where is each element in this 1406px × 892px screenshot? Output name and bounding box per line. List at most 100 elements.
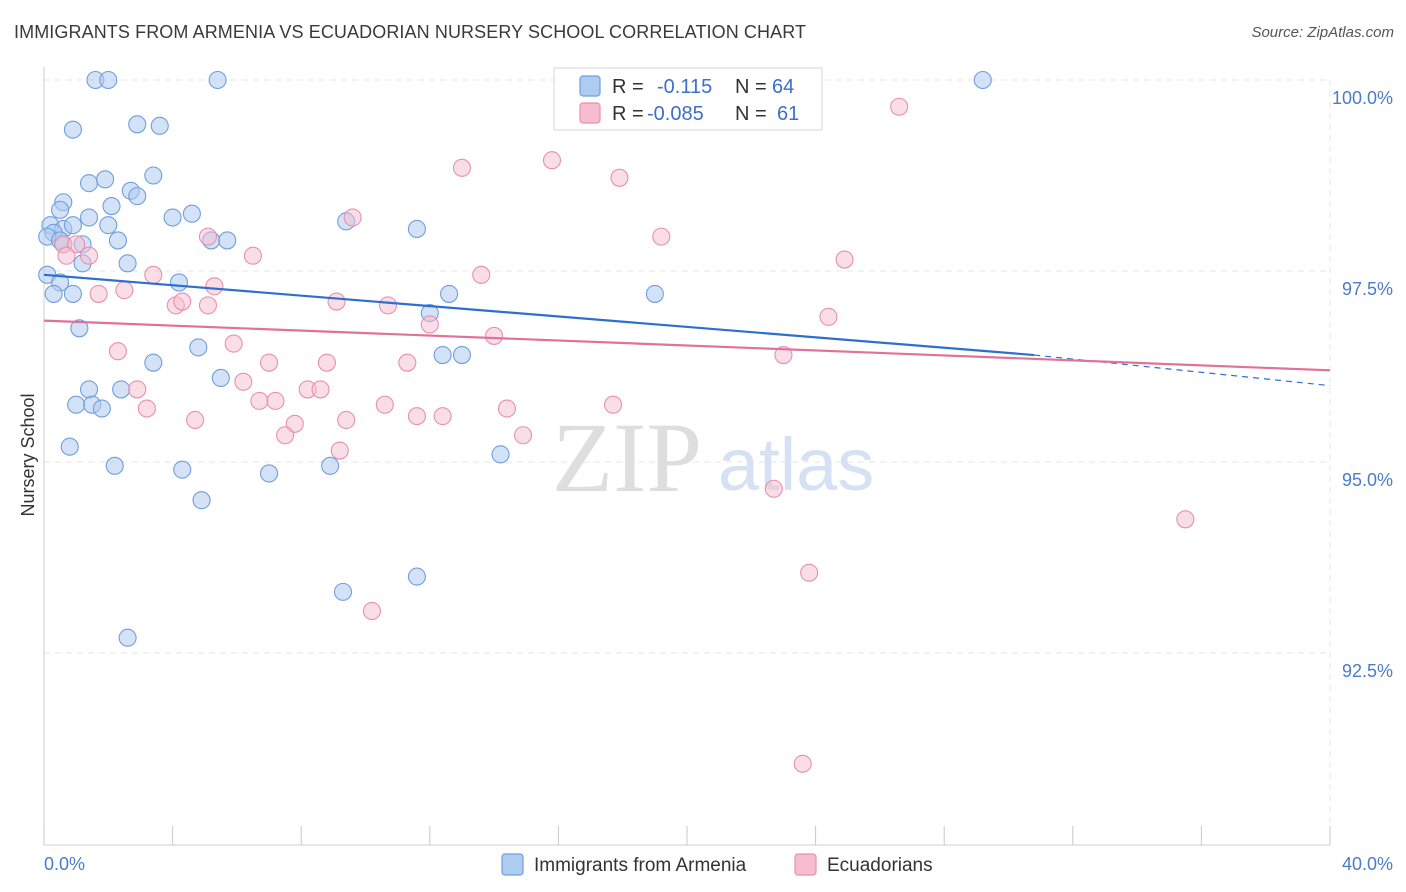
- armenia-point-54: [491, 445, 510, 464]
- armenia-point-5: [128, 115, 147, 134]
- ecuadorians-point-24: [198, 296, 218, 315]
- armenia-point-17: [182, 204, 201, 223]
- ecuadorians-point-27: [485, 326, 504, 345]
- y-tick-label-3: 100.0%: [1332, 88, 1393, 108]
- ecuadorians-point-42: [604, 395, 623, 414]
- armenia-point-39: [440, 284, 459, 303]
- ecuadorians-point-30: [774, 345, 793, 365]
- ecuadorians-point-4: [452, 158, 472, 177]
- ecuadorians-point-53: [1176, 510, 1195, 529]
- armenia-point-49: [112, 380, 131, 399]
- ecuadorians-point-38: [250, 391, 269, 410]
- ecuadorians-point-39: [266, 391, 285, 410]
- ecuadorians-point-51: [330, 441, 349, 460]
- ecuadorians-point-5: [610, 168, 629, 187]
- armenia-point-4: [63, 120, 82, 139]
- armenia-point-14: [102, 197, 121, 216]
- armenia-point-58: [321, 456, 340, 475]
- ecuadorians-point-47: [186, 410, 205, 430]
- ecuadorians-point-19: [89, 284, 108, 303]
- armenia-point-60: [407, 567, 426, 586]
- watermark-atlas: atlas: [718, 423, 874, 506]
- ecuadorians-point-18: [205, 277, 224, 296]
- ecuadorians-point-32: [317, 353, 336, 372]
- axes: [43, 67, 1331, 846]
- armenia-point-19: [407, 219, 426, 239]
- armenia-point-33: [118, 254, 137, 273]
- ecuadorians-point-40: [375, 395, 394, 414]
- ecuadorians-point-43: [137, 399, 156, 418]
- legend-armenia-n-label: N =: [735, 76, 767, 98]
- legend-armenia-n-value: 64: [772, 76, 794, 98]
- legend-armenia-r-value: -0.115: [657, 76, 712, 98]
- ecuadorians-point-46: [337, 410, 356, 430]
- ecuadorians-point-3: [542, 151, 562, 170]
- armenia-point-48: [79, 380, 99, 399]
- chart-title: IMMIGRANTS FROM ARMENIA VS ECUADORIAN NU…: [14, 22, 807, 42]
- legend-swatch-armenia: [579, 75, 601, 97]
- source-label: Source: ZipAtlas.com: [1251, 24, 1394, 41]
- armenia-point-28: [108, 231, 127, 250]
- ecuadorians-point-41: [497, 399, 517, 418]
- ecuadorians-point-17: [115, 281, 134, 300]
- ecuadorians-point-33: [398, 353, 417, 372]
- ecuadorians-point-23: [173, 292, 192, 311]
- ecuadorians-point-52: [764, 479, 783, 498]
- bottom-legend-ecuadorians: Ecuadorians: [827, 855, 933, 876]
- armenia-point-23: [99, 216, 118, 235]
- y-tick-labels: 92.5% 95.0% 97.5% 100.0%: [1332, 88, 1393, 681]
- ecuadorians-point-44: [407, 407, 426, 426]
- armenia-point-13: [51, 200, 70, 219]
- ecuadorians-point-28: [224, 334, 243, 353]
- ecuadorians-point-35: [128, 380, 147, 399]
- y-tick-label-0: 92.5%: [1342, 661, 1393, 681]
- armenia-point-16: [163, 208, 182, 227]
- x-tick-label-max: 40.0%: [1342, 854, 1393, 874]
- armenia-point-44: [433, 345, 452, 365]
- y-axis-title: Nursery School: [18, 393, 38, 516]
- armenia-point-61: [333, 582, 353, 601]
- armenia-point-2: [208, 70, 227, 90]
- armenia-point-59: [192, 491, 211, 510]
- armenia-point-43: [189, 338, 208, 357]
- armenia-point-40: [645, 284, 664, 303]
- armenia-point-15: [79, 208, 99, 227]
- legend-swatch-ecuadorians: [579, 102, 601, 124]
- x-tick-label-min: 0.0%: [44, 854, 85, 874]
- ecuadorians-point-50: [513, 426, 533, 445]
- correlation-legend: R = -0.115 N = 64 R = -0.085 N = 61: [553, 67, 823, 131]
- y-tick-label-1: 95.0%: [1342, 470, 1393, 490]
- armenia-point-46: [144, 353, 163, 372]
- armenia-point-62: [118, 628, 137, 647]
- ecuadorians-point-7: [198, 227, 218, 246]
- ecuadorians-point-56: [793, 754, 812, 773]
- ecuadorians-point-45: [433, 407, 452, 426]
- bottom-legend-swatch-armenia: [501, 853, 524, 876]
- ecuadorians-point-31: [259, 353, 279, 372]
- armenia-trend-line: [43, 273, 1035, 357]
- ecuadorians-point-20: [327, 292, 346, 311]
- armenia-point-45: [452, 345, 472, 365]
- armenia-point-7: [144, 166, 163, 185]
- ecuadorians-point-12: [835, 250, 854, 269]
- armenia-point-9: [96, 170, 115, 189]
- armenia-point-36: [169, 273, 189, 292]
- ecuadorians-point-54: [800, 563, 819, 582]
- bottom-legend-swatch-ecuadorians: [794, 853, 817, 876]
- ecuadorians-trend-line: [43, 319, 1331, 372]
- armenia-point-42: [70, 319, 89, 338]
- legend-ecuadorians-r-label: R =: [612, 103, 644, 125]
- ecuadorians-point-49: [276, 426, 295, 445]
- ecuadorians-point-16: [472, 265, 491, 284]
- ecuadorians-point-15: [144, 265, 163, 284]
- armenia-point-50: [67, 395, 86, 414]
- ecuadorians-point-55: [362, 601, 381, 621]
- series-legend: Immigrants from Armenia Ecuadorians: [501, 853, 933, 876]
- armenia-point-47: [211, 368, 230, 388]
- ecuadorians-point-34: [234, 372, 253, 391]
- ecuadorians-point-6: [343, 208, 362, 227]
- bottom-legend-armenia: Immigrants from Armenia: [534, 855, 747, 876]
- watermark-zip: ZIP: [552, 402, 702, 513]
- ecuadorians-point-14: [57, 246, 76, 265]
- armenia-point-6: [150, 116, 169, 135]
